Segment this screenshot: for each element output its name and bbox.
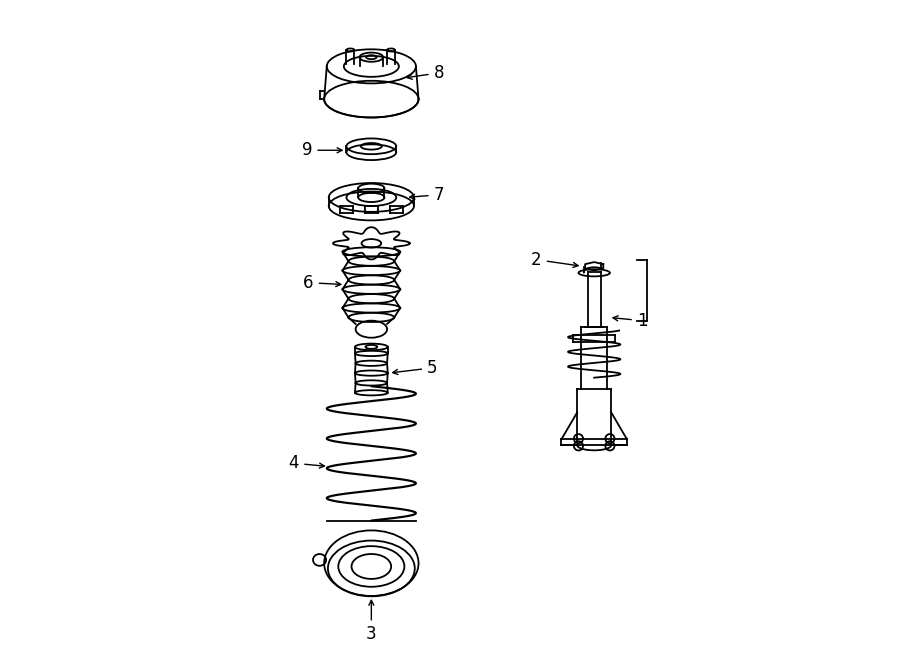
Text: 1: 1	[613, 312, 647, 330]
Text: 7: 7	[410, 186, 444, 204]
Text: 4: 4	[289, 454, 324, 472]
Text: 5: 5	[392, 359, 437, 377]
Text: 6: 6	[303, 274, 341, 292]
Text: 3: 3	[366, 600, 377, 643]
Text: 2: 2	[531, 251, 578, 269]
Text: 9: 9	[302, 141, 342, 159]
Text: 8: 8	[407, 64, 444, 82]
